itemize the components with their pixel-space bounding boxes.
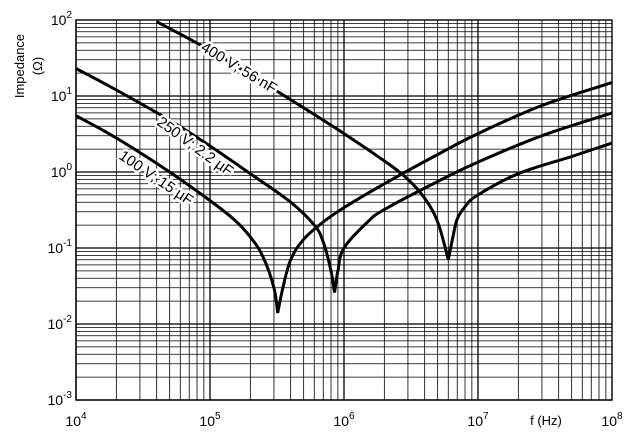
- minor-grid: [76, 20, 612, 400]
- y-tick-label: 10-3: [48, 390, 73, 408]
- y-tick-label: 10-2: [48, 314, 73, 332]
- y-tick-label: 100: [51, 162, 73, 180]
- series-line-2: [155, 20, 613, 261]
- x-tick-label: 104: [65, 411, 87, 429]
- series-line-0: [75, 81, 613, 314]
- series-group: [75, 20, 613, 314]
- major-grid: [75, 19, 613, 401]
- y-tick-label: 101: [51, 86, 73, 104]
- y-tick-label: 102: [51, 10, 73, 28]
- x-axis-label: f (Hz): [530, 413, 562, 428]
- x-tick-label: 105: [199, 411, 221, 429]
- y-axis-unit: (Ω): [30, 57, 45, 75]
- curve-label-0: 100 V; 15 µF: [116, 147, 197, 209]
- y-tick-label: 10-1: [48, 238, 73, 256]
- series-line-1: [75, 67, 613, 293]
- plot-frame: [75, 19, 613, 401]
- y-axis-label: Impedance: [12, 34, 27, 98]
- x-tick-label: 106: [333, 411, 355, 429]
- tick-labels: 102 101 100 10-1 10-2 10-3 104 105 106 107 108: [48, 10, 623, 429]
- x-tick-label: 107: [467, 411, 489, 429]
- x-tick-label: 108: [601, 411, 623, 429]
